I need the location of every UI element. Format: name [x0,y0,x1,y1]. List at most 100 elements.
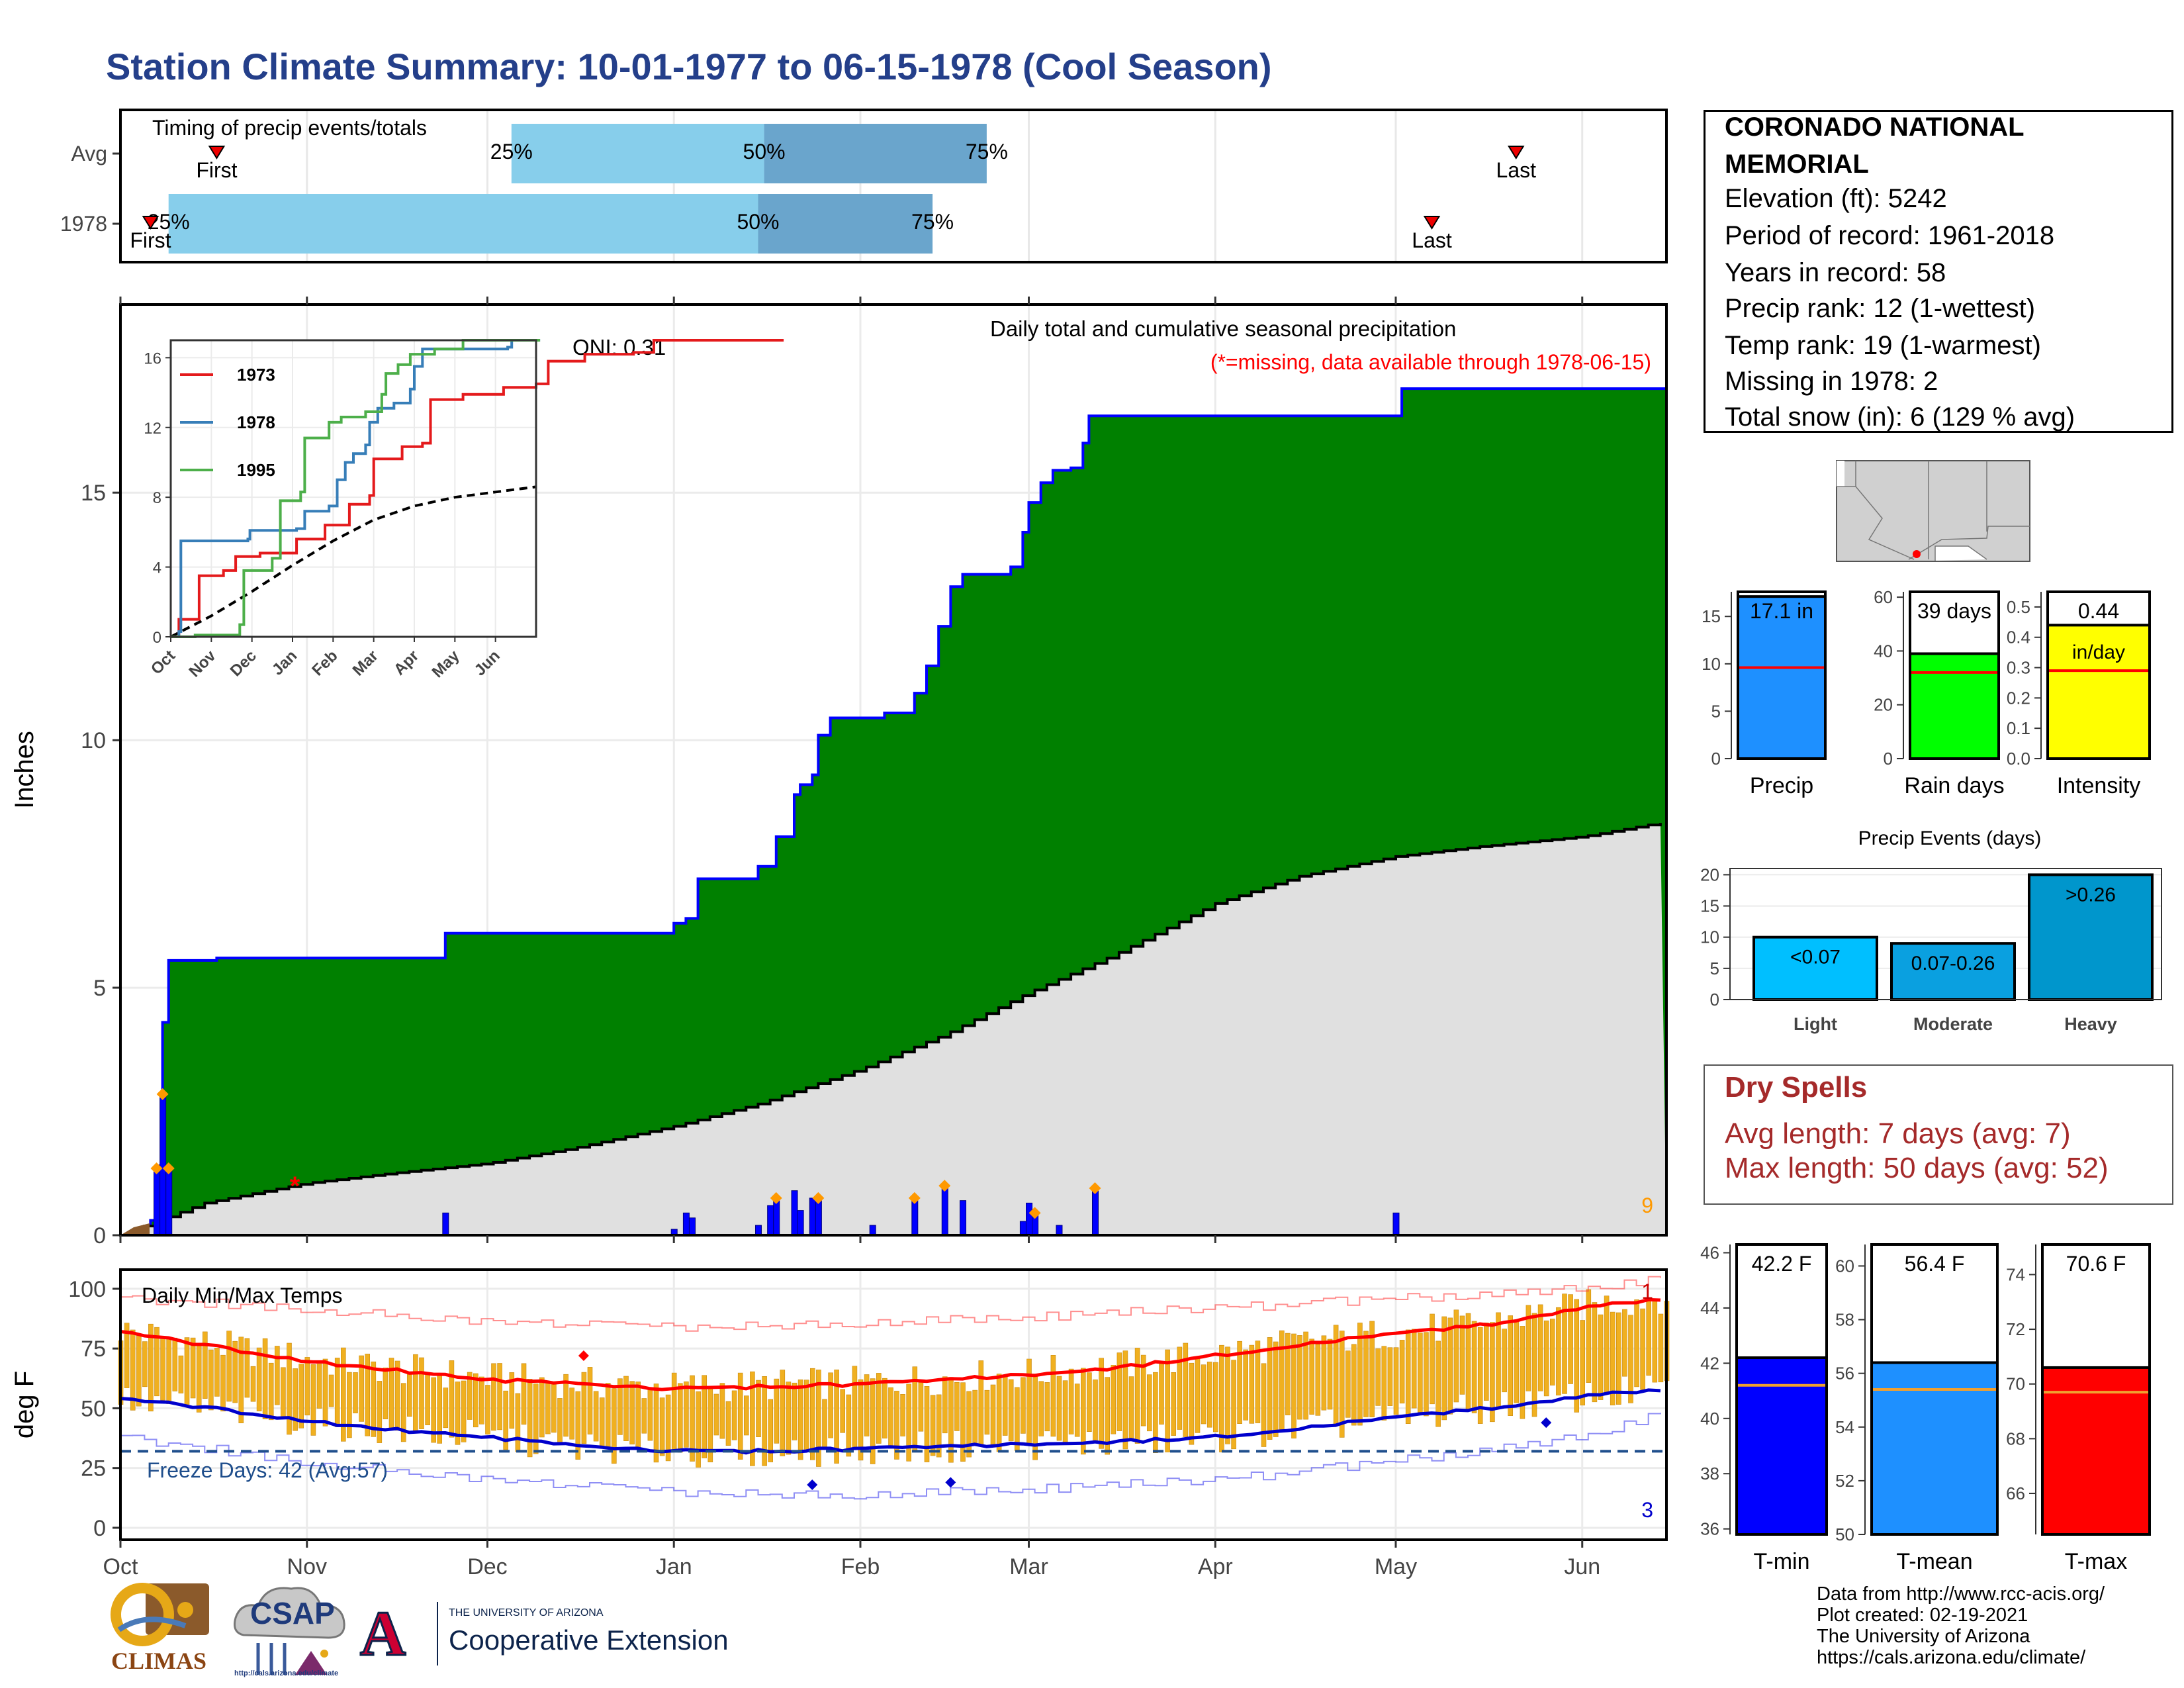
temp-max-frame [2041,1243,2151,1536]
daily-temp-bar [1339,1331,1345,1438]
daily-temp-bar [792,1382,797,1440]
temps-y-tick-label: 25 [81,1456,106,1481]
daily-temp-bar [1610,1311,1615,1405]
daily-temp-bar [737,1372,743,1460]
daily-temp-bar [515,1393,521,1452]
daily-temp-bar [972,1389,978,1444]
precip-y-tick-label: 15 [81,481,106,506]
temp-max-y-tick-label: 70 [2006,1374,2025,1394]
inset-y-tick-label: 8 [153,489,161,507]
timing-bar-50-75 [764,124,987,183]
heavy-precip-marker [162,1162,175,1175]
daily-temp-bar [1206,1362,1212,1428]
location-map [1836,460,2030,562]
daily-temp-bar [1044,1382,1050,1432]
inset-legend-label: 1973 [237,365,275,385]
daily-temp-bar [1038,1381,1044,1436]
precip-y-tick-label: 0 [93,1223,106,1248]
daily-temp-bar [1171,1372,1176,1436]
daily-temp-bar [1333,1325,1339,1426]
temps-y-tick-label: 50 [81,1396,106,1421]
daily-temp-bar [1363,1331,1369,1417]
daily-temp-bar [1345,1350,1351,1418]
daily-temp-bar [1471,1321,1477,1413]
daily-temp-bar [1496,1312,1501,1407]
daily-temp-bar [545,1382,551,1434]
rain-days-frame [1909,590,2000,760]
daily-temp-bar [840,1389,845,1433]
daily-temp-bar [1128,1376,1134,1440]
daily-precip-bar [1056,1225,1063,1236]
inset-series-line [171,339,541,638]
intensity-y-tick-label: 0.2 [2007,688,2030,708]
temp-min-y-tick-label: 36 [1700,1519,1719,1539]
daily-temp-bar [400,1383,406,1442]
temp-record-marker [1541,1417,1552,1429]
daily-temp-bar [1032,1374,1038,1460]
daily-temp-bar [136,1334,142,1407]
timing-row-label: 1978 [60,212,107,236]
daily-temp-bar [172,1337,178,1391]
daily-temp-bar [274,1346,280,1405]
daily-temp-bar [1116,1352,1122,1431]
daily-temp-bar [449,1360,455,1438]
temp-mean-y-tick-label: 56 [1835,1364,1854,1383]
daily-temp-bar [1664,1301,1670,1382]
daily-temp-bar [1634,1299,1639,1387]
timing-first-marker [208,146,226,160]
missing-data-marker: * [290,1172,300,1201]
daily-temp-bar [1447,1317,1453,1415]
daily-temp-bar [1550,1319,1555,1385]
daily-temp-bar [1405,1329,1411,1425]
heavy-precip-marker [938,1180,951,1192]
daily-temp-bar [497,1363,502,1430]
daily-temp-bar [984,1389,990,1435]
temp-max-y-tick-label: 68 [2006,1429,2025,1448]
daily-precip-bar [960,1200,967,1236]
inset-x-tick-label: Apr [390,647,422,679]
events-category-label: Light [1794,1014,1837,1034]
daily-temp-bar [1267,1337,1273,1440]
daily-temp-bar [1502,1329,1507,1393]
daily-temp-bar [581,1372,587,1444]
daily-temp-bar [1165,1349,1170,1452]
ua-logo-small-text: THE UNIVERSITY OF ARIZONA [449,1607,604,1618]
daily-temp-bar [1159,1363,1164,1425]
intensity-y-tick-label: 0.1 [2007,718,2030,738]
daily-temp-bar [1153,1372,1158,1453]
daily-temp-bar [623,1376,629,1441]
daily-temp-bar [310,1364,316,1436]
daily-temp-bar [575,1391,581,1460]
dry-spells-max: Max length: 50 days (avg: 52) [1725,1152,2109,1184]
climas-logo-text: CLIMAS [111,1648,207,1674]
daily-temp-bar [1008,1379,1014,1442]
daily-temp-bar [347,1372,352,1438]
daily-precip-bar [773,1197,780,1236]
daily-temp-bar [1580,1320,1585,1406]
daily-temp-bar [1309,1338,1314,1415]
daily-temp-bar [388,1358,394,1429]
rain-days-y-tick-label: 0 [1884,749,1893,769]
daily-temp-bar [858,1379,864,1461]
temps-title: Daily Min/Max Temps [142,1284,342,1307]
temps-panel-bg [120,1270,1666,1540]
daily-temp-bar [1369,1321,1375,1417]
temp-mean-frame [1870,1243,1999,1536]
daily-temp-bar [1424,1332,1429,1417]
station-years: Years in record: 58 [1725,258,1946,287]
daily-temp-bar [852,1366,858,1450]
precip-total-value-label: 17.1 in [1750,599,1813,623]
csap-logo-url: http://cals.arizona.edu/climate [234,1669,339,1677]
daily-temp-bar [563,1374,569,1437]
credit-data-source: Data from http://www.rcc-acis.org/ [1817,1583,2105,1605]
inset-x-tick-label: May [428,647,463,682]
events-bar [2028,873,2154,1002]
events-bar [1890,942,2016,1001]
daily-temp-bar [797,1380,803,1460]
daily-temp-bar [864,1374,870,1436]
temp-min-frame [1735,1243,1828,1536]
daily-temp-bar [1147,1374,1152,1432]
daily-temp-bar [1321,1335,1327,1411]
daily-temp-bar [918,1382,924,1432]
temps-y-tick-label: 75 [81,1336,106,1362]
